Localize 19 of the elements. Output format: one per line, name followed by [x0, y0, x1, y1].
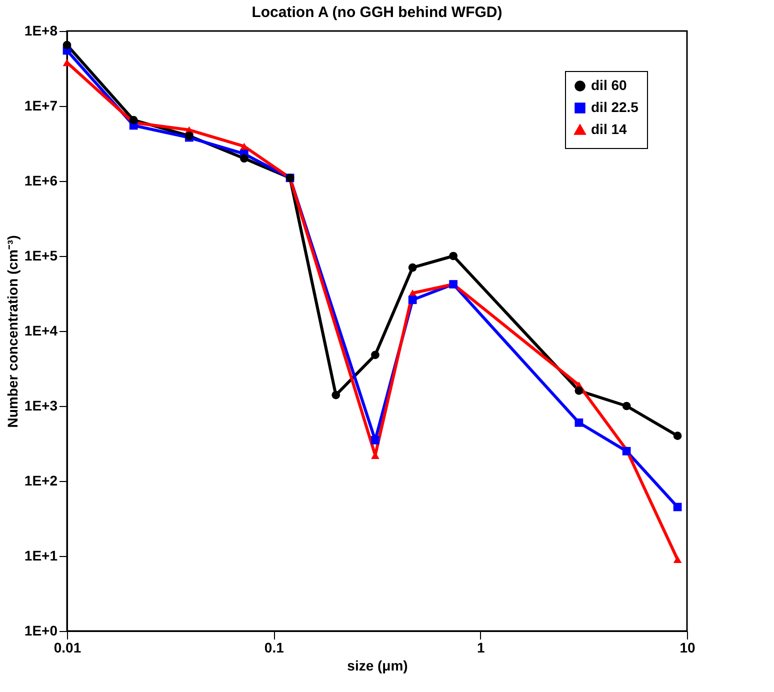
x-tick-label: 10 [680, 640, 696, 656]
chart-title: Location A (no GGH behind WFGD) [252, 4, 502, 21]
legend-label: dil 60 [591, 77, 628, 93]
y-axis-title: Number concentration (cm⁻³) [4, 235, 20, 428]
y-tick-label: 1E+3 [24, 398, 58, 414]
y-tick-label: 1E+6 [24, 172, 58, 188]
x-tick-label: 0.01 [54, 640, 82, 656]
y-tick-label: 1E+2 [24, 472, 58, 488]
x-axis-title: size (μm) [347, 658, 408, 674]
y-tick-label: 1E+5 [24, 248, 58, 264]
legend-label: dil 22.5 [591, 99, 639, 115]
y-tick-label: 1E+7 [24, 98, 58, 114]
y-tick-label: 1E+4 [24, 322, 58, 338]
x-tick-label: 0.1 [264, 640, 284, 656]
y-tick-label: 1E+0 [24, 622, 58, 638]
legend-label: dil 14 [591, 121, 628, 137]
y-tick-label: 1E+8 [24, 22, 58, 38]
y-tick-label: 1E+1 [24, 548, 58, 564]
x-tick-label: 1 [476, 640, 485, 656]
